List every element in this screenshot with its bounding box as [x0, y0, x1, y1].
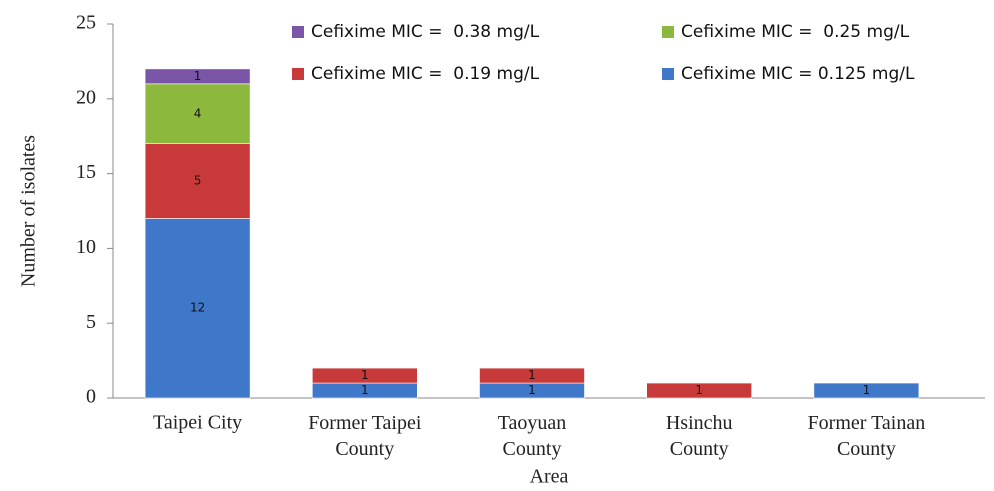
- x-tick-label: Former Tainan County: [808, 412, 926, 460]
- x-axis-title: Area: [530, 466, 569, 488]
- bar-segment: [144, 68, 251, 85]
- data-label: 12: [190, 301, 205, 315]
- legend-swatch: [662, 26, 674, 38]
- legend-label: Cefixime MIC = 0.19 mg/L: [311, 64, 540, 84]
- bar-segment: [479, 367, 585, 384]
- y-tick-label: 0: [86, 386, 96, 408]
- x-tick-label: Former Taipei County: [308, 412, 422, 460]
- y-tick-label: 10: [76, 236, 96, 258]
- data-label: 1: [695, 383, 703, 397]
- y-tick-label: 20: [76, 86, 96, 108]
- data-label: 1: [361, 383, 369, 397]
- x-tick-label: Taoyuan County: [498, 412, 567, 460]
- bar-segment: [646, 382, 753, 399]
- legend-swatch: [292, 26, 304, 38]
- bar-segment: [144, 218, 251, 399]
- y-tick-label: 5: [86, 311, 96, 333]
- data-label: 1: [194, 69, 202, 83]
- x-tick-label: Hsinchu County: [666, 412, 733, 460]
- legend-swatch: [292, 68, 304, 80]
- data-label: 1: [361, 368, 369, 382]
- legend-swatch: [662, 68, 674, 80]
- bar-segment: [144, 143, 251, 219]
- y-tick-label: 25: [76, 12, 96, 34]
- data-label: 4: [194, 106, 202, 120]
- data-label: 1: [863, 383, 871, 397]
- legend-label: Cefixime MIC = 0.25 mg/L: [681, 22, 910, 42]
- bar-segment: [813, 382, 920, 399]
- bar-segment: [144, 83, 251, 144]
- data-label: 1: [528, 383, 536, 397]
- data-label: 1: [528, 368, 536, 382]
- legend-label: Cefixime MIC = 0.38 mg/L: [311, 22, 540, 42]
- y-tick-label: 15: [76, 161, 96, 183]
- bar-segment: [311, 367, 418, 384]
- x-tick-label: Taipei City: [153, 412, 242, 434]
- y-axis-title: Number of isolates: [18, 135, 40, 287]
- data-label: 5: [194, 174, 202, 188]
- legend-label: Cefixime MIC = 0.125 mg/L: [681, 64, 915, 84]
